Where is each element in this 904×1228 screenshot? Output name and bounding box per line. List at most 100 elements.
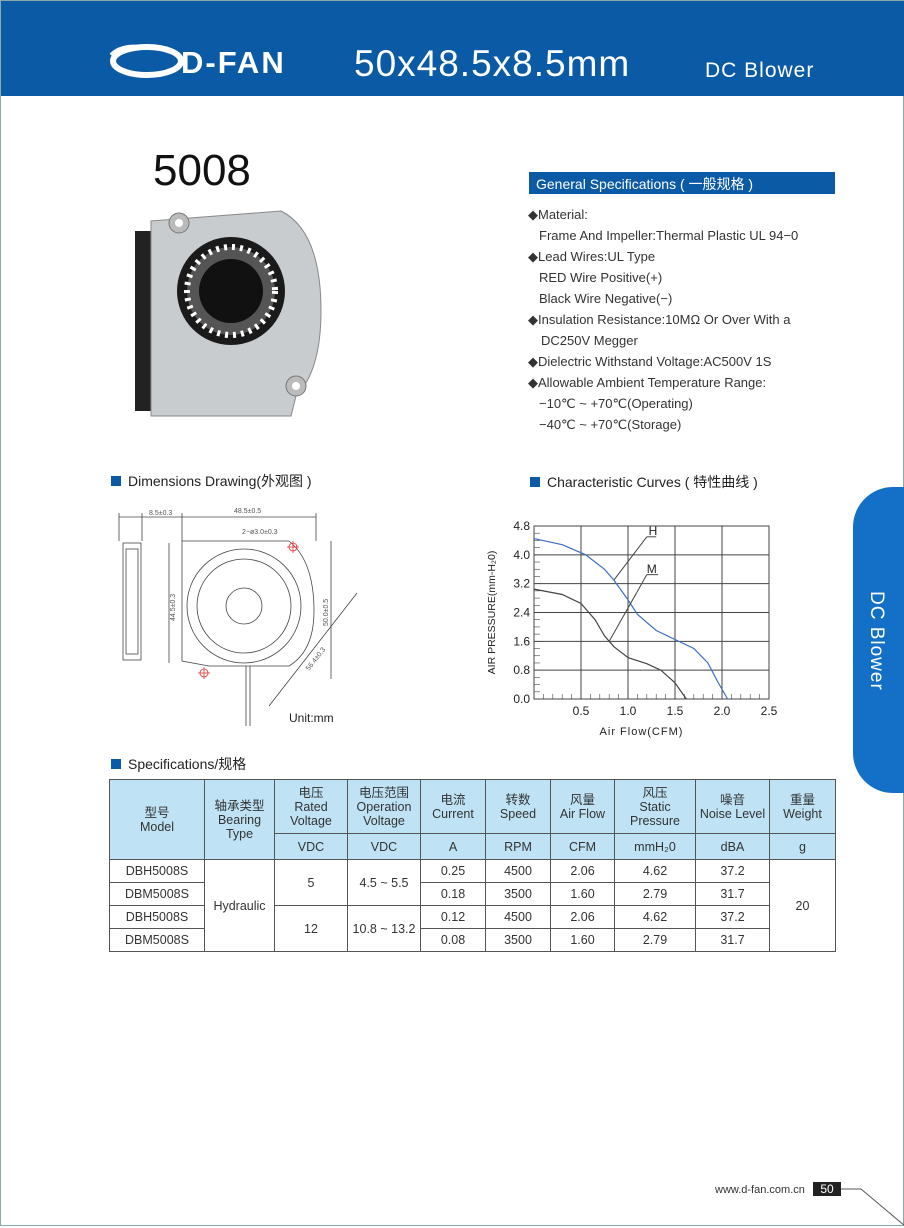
hole-dimension: 2−ø3.0±0.3 (242, 529, 278, 536)
spec-line: −10℃ ~ +70℃(Operating) (539, 396, 693, 411)
x-tick-label: 1.5 (667, 704, 684, 718)
airflow-cell: 2.06 (550, 905, 615, 929)
speed-cell: 4500 (485, 905, 551, 929)
height-dimension: 44.5±0.3 (170, 594, 177, 621)
specifications-section-title: Specifications/规格 (111, 754, 246, 774)
spec-line: DC250V Megger (541, 333, 638, 348)
airflow-cell: 2.06 (550, 859, 615, 883)
bullet-square-icon (111, 476, 121, 486)
series-label-H: H (649, 524, 658, 538)
diagonal-dimension: 56.4±0.3 (305, 646, 327, 672)
x-tick-label: 0.5 (573, 704, 590, 718)
dimensions-title-text: Dimensions Drawing(外观图 ) (128, 473, 312, 489)
spec-line: RED Wire Positive(+) (539, 270, 663, 285)
spec-line: ◆Dielectric Withstand Voltage:AC500V 1S (528, 354, 772, 369)
voltage-cell: 5 (274, 859, 348, 906)
footer-url: www.d-fan.com.cn (715, 1184, 805, 1196)
header-static-pressure: 风压 Static Pressure (614, 779, 696, 834)
pressure-cell: 2.79 (614, 882, 696, 906)
dimensions-drawing: 8.5±0.3 48.5±0.5 2−ø3.0±0.3 44.5±0.3 50.… (118, 508, 358, 726)
table-row: DBM5008S 0.18 3500 1.60 2.79 31.7 (109, 882, 836, 906)
unit-label: Unit:mm (289, 711, 334, 725)
noise-cell: 31.7 (695, 882, 770, 906)
x-tick-label: 2.0 (714, 704, 731, 718)
width-dimension: 48.5±0.5 (234, 508, 261, 515)
model-cell: DBM5008S (109, 928, 205, 952)
y-tick-label: 4.8 (513, 519, 530, 533)
dimensions-section-title: Dimensions Drawing(外观图 ) (111, 471, 312, 491)
speed-cell: 3500 (485, 928, 551, 952)
unit-cell: dBA (695, 833, 770, 860)
unit-cell: mmH₂0 (614, 833, 696, 860)
y-tick-label: 1.6 (513, 634, 530, 648)
spec-line: Black Wire Negative(−) (539, 291, 673, 306)
x-axis-label: Air Flow(CFM) (600, 726, 684, 738)
header-bearing: 轴承类型 Bearing Type (204, 779, 275, 860)
product-type: DC Blower (705, 59, 815, 82)
thickness-dimension: 8.5±0.3 (149, 510, 172, 517)
current-cell: 0.12 (420, 905, 486, 929)
current-cell: 0.25 (420, 859, 486, 883)
brand-name: D-FAN (181, 45, 286, 80)
footer-decoration (841, 1188, 904, 1226)
noise-cell: 37.2 (695, 859, 770, 883)
x-tick-label: 1.0 (620, 704, 637, 718)
range-cell: 10.8 ~ 13.2 (347, 905, 421, 952)
model-cell: DBH5008S (109, 859, 205, 883)
header-weight: 重量 Weight (769, 779, 836, 834)
header-banner: D-FAN 50x48.5x8.5mm DC Blower (1, 1, 904, 96)
header-rated-voltage: 电压 Rated Voltage (274, 779, 348, 834)
characteristic-curves-chart: 0.5 1.0 1.5 2.0 2.5 0.0 0.8 1.6 2.4 3.2 4.0 4.8 H M Ai… (486, 519, 778, 738)
spec-line: ◆Insulation Resistance:10MΩ Or Over With… (528, 312, 791, 327)
airflow-cell: 1.60 (550, 928, 615, 952)
current-cell: 0.18 (420, 882, 486, 906)
series-label-M: M (647, 562, 657, 576)
current-cell: 0.08 (420, 928, 486, 952)
spec-line: Frame And Impeller:Thermal Plastic UL 94… (539, 228, 799, 243)
model-number: 5008 (153, 146, 251, 195)
leader-line-H (613, 536, 648, 581)
noise-cell: 31.7 (695, 928, 770, 952)
spec-line: −40℃ ~ +70℃(Storage) (539, 417, 682, 432)
y-tick-label: 0.8 (513, 663, 530, 677)
header-noise: 噪音 Noise Level (695, 779, 770, 834)
general-specifications-list: ◆Material: Frame And Impeller:Thermal Pl… (528, 204, 798, 435)
spec-line: ◆Lead Wires:UL Type (528, 249, 656, 264)
unit-cell: VDC (274, 833, 348, 860)
pressure-cell: 2.79 (614, 928, 696, 952)
product-size: 50x48.5x8.5mm (354, 43, 631, 84)
model-cell: DBH5008S (109, 905, 205, 929)
voltage-cell: 12 (274, 905, 348, 952)
leader-line-M (608, 574, 648, 642)
side-tab: DC Blower (853, 487, 904, 793)
curves-section-title: Characteristic Curves ( 特性曲线 ) (530, 472, 758, 492)
d-fan-logo-icon (109, 44, 184, 78)
series-line-H (533, 538, 729, 700)
pressure-cell: 4.62 (614, 859, 696, 883)
series-line-M (533, 588, 687, 700)
unit-cell: RPM (485, 833, 551, 860)
unit-cell: A (420, 833, 486, 860)
airflow-cell: 1.60 (550, 882, 615, 906)
table-row: DBH5008S Hydraulic 5 4.5 ~ 5.5 0.25 4500… (109, 859, 836, 952)
unit-cell: VDC (347, 833, 421, 860)
model-cell: DBM5008S (109, 882, 205, 906)
bearing-cell: Hydraulic (204, 859, 275, 952)
pressure-cell: 4.62 (614, 905, 696, 929)
specifications-title-text: Specifications/规格 (128, 756, 247, 772)
x-tick-label: 2.5 (761, 704, 778, 718)
y-tick-label: 4.0 (513, 548, 530, 562)
side-tab-label: DC Blower (866, 591, 887, 691)
header-operation-voltage: 电压范围 Operation Voltage (347, 779, 421, 834)
page-number: 50 (813, 1182, 841, 1196)
general-specifications-title: General Specifications ( 一般规格 ) (529, 172, 835, 194)
header-model: 型号 Model (109, 779, 205, 860)
specifications-table: 型号 Model 轴承类型 Bearing Type 电压 Rated Voltage 电… (109, 779, 836, 952)
header-speed: 转数 Speed (485, 779, 551, 834)
bullet-square-icon (111, 759, 121, 769)
bullet-square-icon (530, 477, 540, 487)
header-air-flow: 风量 Air Flow (550, 779, 615, 834)
spec-line: ◆Material: (528, 207, 588, 222)
table-row: DBM5008S 0.08 3500 1.60 2.79 31.7 (109, 928, 836, 952)
weight-cell: 20 (769, 859, 836, 952)
